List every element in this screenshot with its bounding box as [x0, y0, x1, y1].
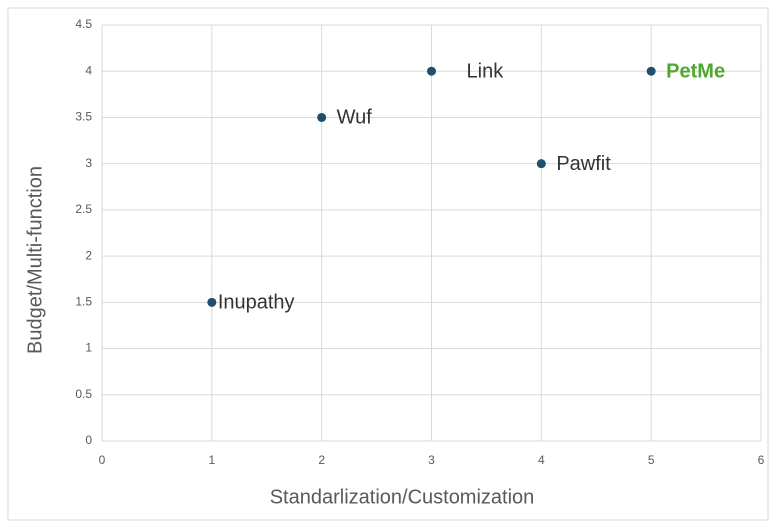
y-tick-label: 4.5 — [75, 17, 92, 31]
x-tick-label: 1 — [208, 453, 215, 467]
point — [646, 66, 656, 76]
point-label: PetMe — [666, 61, 725, 83]
y-tick-label: 3 — [85, 156, 92, 170]
point — [427, 66, 436, 76]
point — [317, 112, 327, 122]
point-label: Pawfit — [556, 153, 611, 175]
y-tick-label: 0 — [85, 433, 92, 447]
x-axis-title: Standarlization/Customization — [270, 486, 535, 508]
point — [536, 159, 546, 169]
y-tick-label: 2 — [85, 248, 92, 262]
point — [207, 297, 217, 307]
y-tick-label: 1.5 — [75, 295, 92, 309]
y-tick-label: 0.5 — [75, 387, 92, 401]
chart-frame — [7, 7, 769, 521]
x-tick-label: 4 — [538, 453, 545, 467]
point-label: Inupathy — [218, 292, 295, 314]
point-label: Link — [467, 61, 505, 83]
y-axis-title: Budget/Multi-function — [24, 166, 46, 354]
x-tick-label: 5 — [648, 453, 655, 467]
x-tick-label: 0 — [99, 453, 106, 467]
y-tick-label: 1 — [85, 341, 92, 355]
point-label: Wuf — [337, 107, 373, 129]
y-tick-label: 2.5 — [75, 202, 92, 216]
y-tick-label: 4 — [85, 63, 92, 77]
x-tick-label: 6 — [758, 453, 765, 467]
y-tick-label: 3.5 — [75, 110, 92, 124]
x-tick-label: 3 — [428, 453, 435, 467]
x-tick-label: 2 — [318, 453, 325, 467]
